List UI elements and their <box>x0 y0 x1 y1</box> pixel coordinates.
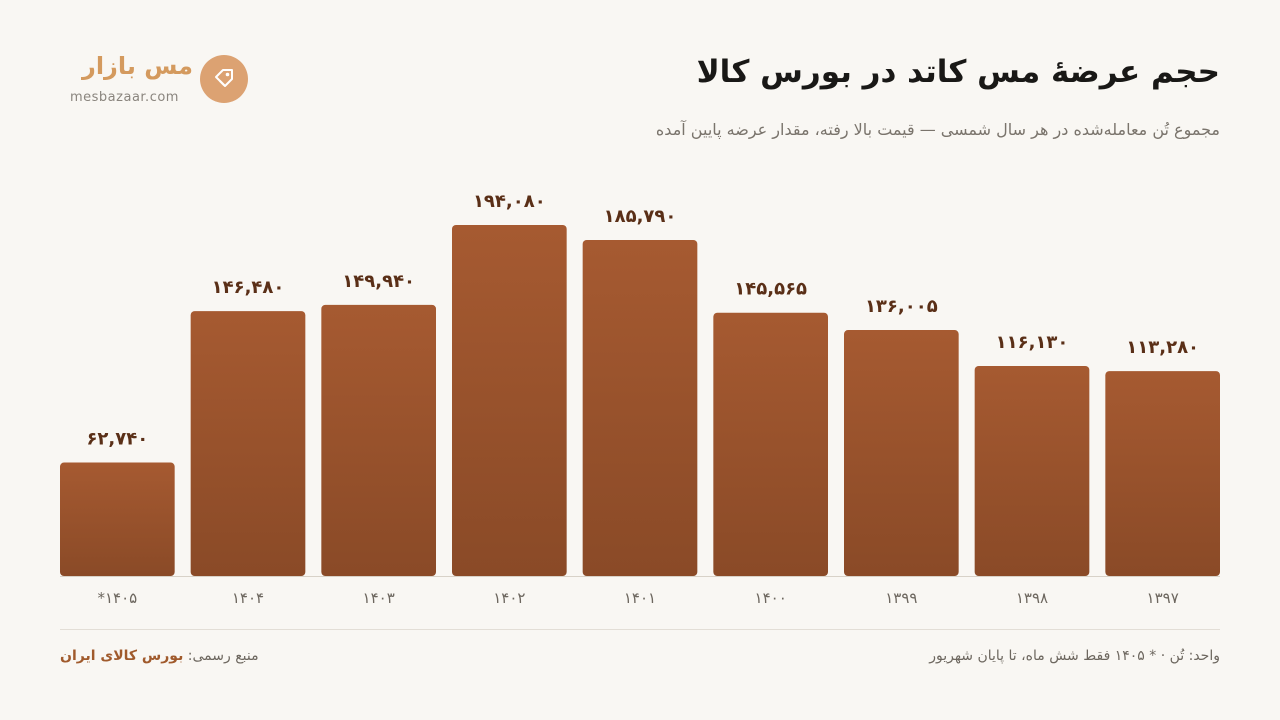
bar-4 <box>582 239 698 576</box>
x-tick-label: ۱۴۰۳ <box>363 589 395 607</box>
x-tick-label: *۱۴۰۵ <box>97 589 137 607</box>
x-tick-label: ۱۴۰۴ <box>232 589 264 607</box>
bar-value-label: ۱۹۴,۰۸۰ <box>473 191 546 212</box>
source-name: بورس کالای ایران <box>60 648 184 664</box>
x-tick-label: ۱۳۹۹ <box>885 589 917 607</box>
bar-value-label: ۱۴۵,۵۶۵ <box>734 279 807 300</box>
bar-3 <box>452 225 567 576</box>
bar-5 <box>713 312 828 576</box>
bar-0 <box>60 462 175 576</box>
brand-logo <box>200 55 248 103</box>
x-tick-label: ۱۴۰۲ <box>493 589 525 607</box>
page-subtitle: مجموع تُن معامله‌شده در هر سال شمسی — قی… <box>655 120 1220 139</box>
bar-value-label: ۶۲,۷۴۰ <box>86 429 148 450</box>
bar-value-label: ۱۱۳,۲۸۰ <box>1126 337 1199 358</box>
brand-url: mesbazaar.com <box>70 90 179 105</box>
bar-value-label: ۱۳۶,۰۰۵ <box>865 296 938 317</box>
bar-chart: ۶۲,۷۴۰ *۱۴۰۵ ۱۴۶,۴۸۰ ۱۴۰۴ ۱۴۹,۹۴۰ ۱۴۰۳ ۱۹۴,۰۸۰… <box>60 191 1220 607</box>
x-tick-label: ۱۳۹۷ <box>1147 589 1179 607</box>
bar-value-label: ۱۴۹,۹۴۰ <box>342 271 415 292</box>
bar-8 <box>1105 371 1220 576</box>
bar-6 <box>844 330 959 576</box>
x-tick-label: ۱۳۹۸ <box>1016 589 1048 607</box>
bar-7 <box>974 365 1090 576</box>
x-tick-label: ۱۴۰۱ <box>624 589 656 607</box>
footer-divider <box>60 629 1220 630</box>
x-tick-label: ۱۴۰۰ <box>755 589 787 607</box>
brand-name: مس بازار <box>82 52 194 80</box>
footer-note: واحد: تُن · * ۱۴۰۵ فقط شش ماه، تا پایان … <box>929 648 1220 664</box>
tag-icon <box>215 69 233 87</box>
bar-value-label: ۱۸۵,۷۹۰ <box>604 206 677 227</box>
bar-value-label: ۱۱۶,۱۳۰ <box>996 332 1069 353</box>
footer-source: منبع رسمی: بورس کالای ایران <box>60 648 259 664</box>
bar-value-label: ۱۴۶,۴۸۰ <box>212 277 285 298</box>
bar-2 <box>321 304 436 576</box>
brand: مس بازار mesbazaar.com <box>64 52 254 112</box>
bar-1 <box>190 311 306 576</box>
source-label: منبع رسمی: <box>187 648 259 664</box>
page-title: حجم عرضهٔ مس کاتد در بورس کالا <box>696 54 1220 90</box>
